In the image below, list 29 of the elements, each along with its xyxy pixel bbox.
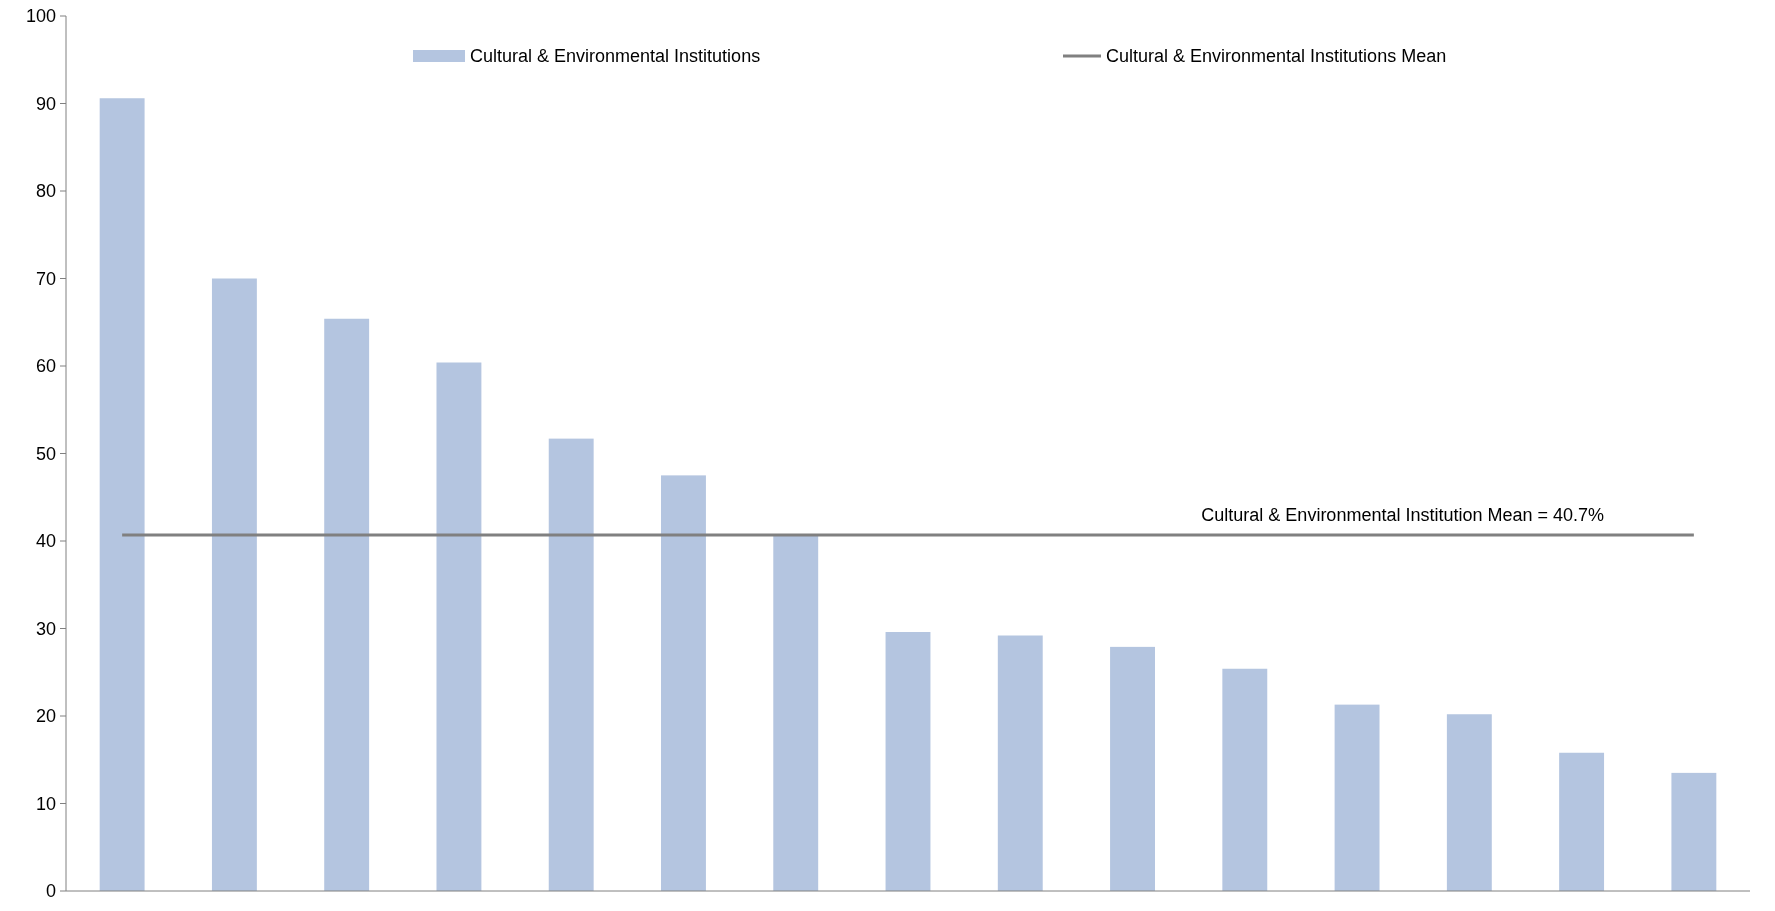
y-tick-label: 70 [35, 268, 56, 289]
bar [99, 98, 145, 891]
legend-label: Cultural & Environmental Institutions [470, 46, 761, 67]
bar [1334, 704, 1380, 891]
legend-label: Cultural & Environmental Institutions Mean [1106, 46, 1447, 67]
y-tick-label: 90 [35, 93, 56, 114]
y-tick-label: 30 [35, 618, 56, 639]
bar [324, 318, 370, 891]
bar [548, 438, 594, 891]
bar [436, 362, 482, 891]
y-tick-label: 20 [35, 706, 56, 727]
bar [1446, 714, 1492, 891]
y-tick-label: 80 [35, 181, 56, 202]
y-tick-label: 100 [25, 6, 56, 27]
bar [1110, 646, 1155, 891]
bar [211, 278, 257, 891]
bar [885, 632, 931, 891]
y-tick-label: 0 [45, 881, 56, 902]
bar [1671, 772, 1717, 891]
y-tick-label: 10 [35, 793, 56, 814]
y-tick-label: 50 [35, 443, 56, 464]
bar [661, 475, 706, 891]
annotation: Cultural & Environmental Institution Mean = 40.7% [1201, 504, 1605, 525]
y-tick-label: 60 [35, 356, 56, 377]
bar [997, 635, 1043, 891]
bar [1222, 668, 1268, 891]
bar [773, 535, 819, 891]
y-tick-label: 40 [35, 531, 56, 552]
bar [1559, 752, 1605, 891]
